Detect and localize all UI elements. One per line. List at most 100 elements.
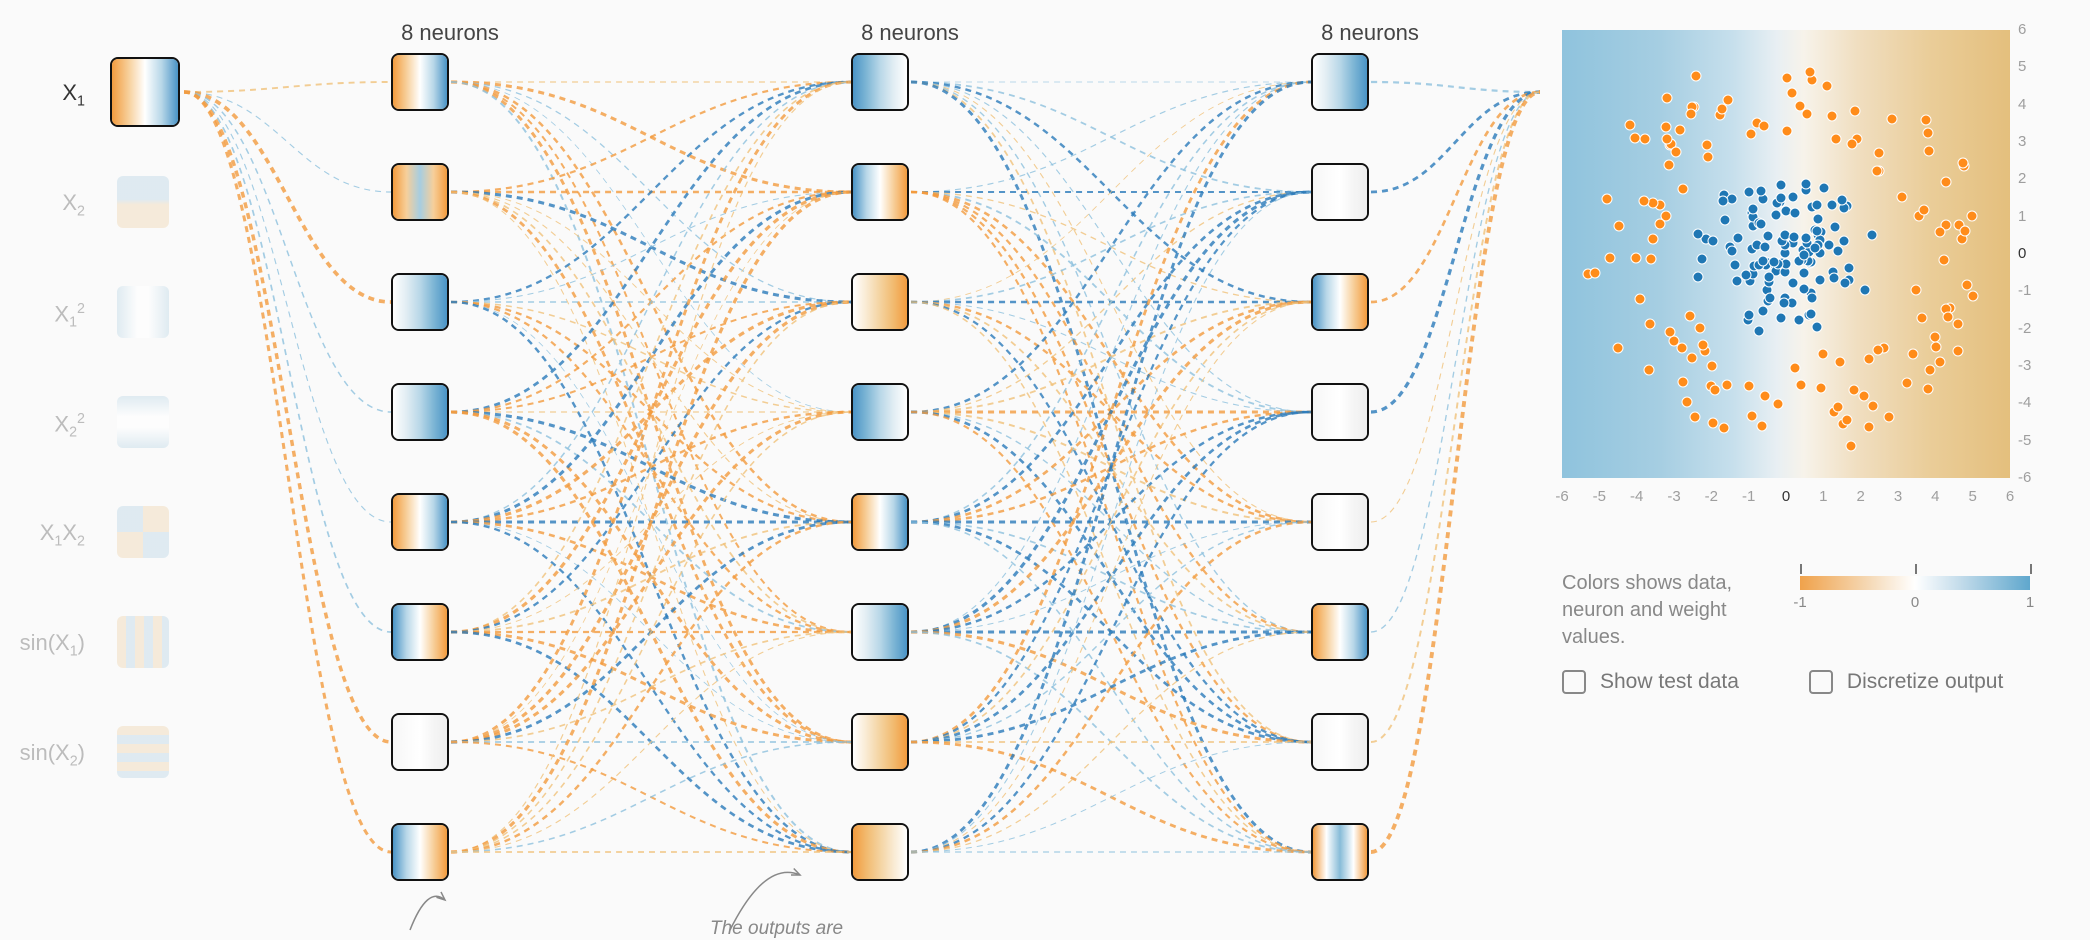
neuron-l1-n7[interactable] <box>851 823 909 881</box>
scatter-point <box>1943 311 1954 322</box>
legend-value: 0 <box>1900 594 1930 611</box>
scatter-point <box>1629 132 1640 143</box>
x-tick: -3 <box>1659 488 1689 505</box>
scatter-point <box>1916 312 1927 323</box>
neuron-l2-n6[interactable] <box>1311 713 1369 771</box>
scatter-point <box>1806 292 1817 303</box>
scatter-point <box>1759 120 1770 131</box>
legend-value: -1 <box>1785 594 1815 611</box>
neuron-l1-n0[interactable] <box>851 53 909 111</box>
neuron-l2-n5[interactable] <box>1311 603 1369 661</box>
scatter-point <box>1794 101 1805 112</box>
scatter-point <box>1772 398 1783 409</box>
neuron-l0-n6[interactable] <box>391 713 449 771</box>
scatter-point <box>1863 353 1874 364</box>
feature-label-sinx2[interactable]: sin(X2) <box>0 742 85 769</box>
scatter-point <box>1717 103 1728 114</box>
scatter-point <box>1696 253 1707 264</box>
scatter-point <box>1830 134 1841 145</box>
x-tick: -2 <box>1696 488 1726 505</box>
neuron-l1-n4[interactable] <box>851 493 909 551</box>
neuron-l1-n6[interactable] <box>851 713 909 771</box>
scatter-point <box>1789 208 1800 219</box>
scatter-point <box>1702 151 1713 162</box>
scatter-point <box>1844 263 1855 274</box>
feature-label-x1[interactable]: X1 <box>0 82 85 109</box>
neuron-l0-n3[interactable] <box>391 383 449 441</box>
scatter-point <box>1722 379 1733 390</box>
scatter-point <box>1819 183 1830 194</box>
neuron-l1-n2[interactable] <box>851 273 909 331</box>
scatter-point <box>1775 180 1786 191</box>
neuron-l1-n5[interactable] <box>851 603 909 661</box>
feature-label-x2sq[interactable]: X22 <box>0 412 85 440</box>
checkbox-discretize-output[interactable]: Discretize output <box>1809 670 2003 694</box>
neuron-l2-n0[interactable] <box>1311 53 1369 111</box>
scatter-point <box>1967 291 1978 302</box>
y-tick: -5 <box>2018 432 2048 449</box>
neuron-l2-n7[interactable] <box>1311 823 1369 881</box>
neuron-l1-n3[interactable] <box>851 383 909 441</box>
y-tick: -1 <box>2018 282 2048 299</box>
scatter-point <box>1677 184 1688 195</box>
scatter-point <box>1674 124 1685 135</box>
feature-thumb-x1sq[interactable] <box>117 286 169 338</box>
neuron-l0-n5[interactable] <box>391 603 449 661</box>
y-tick: 2 <box>2018 170 2048 187</box>
scatter-point <box>1866 229 1877 240</box>
scatter-point <box>1818 349 1829 360</box>
y-tick: -6 <box>2018 469 2048 486</box>
scatter-point <box>1630 253 1641 264</box>
scatter-point <box>1746 128 1757 139</box>
feature-thumb-x2[interactable] <box>117 176 169 228</box>
scatter-point <box>1829 273 1840 284</box>
scatter-point <box>1743 380 1754 391</box>
scatter-point <box>1697 339 1708 350</box>
output-scatter[interactable] <box>1562 30 2010 478</box>
neuron-l2-n4[interactable] <box>1311 493 1369 551</box>
feature-thumb-x2sq[interactable] <box>117 396 169 448</box>
scatter-point <box>1798 284 1809 295</box>
neuron-l0-n0[interactable] <box>391 53 449 111</box>
layer-header-2: 8 neurons <box>1290 20 1450 46</box>
checkbox-show-test-data[interactable]: Show test data <box>1562 670 1739 694</box>
neuron-l0-n7[interactable] <box>391 823 449 881</box>
scatter-point <box>1662 93 1673 104</box>
feature-label-x2[interactable]: X2 <box>0 192 85 219</box>
scatter-point <box>1693 271 1704 282</box>
scatter-point <box>1779 298 1790 309</box>
feature-node-x1[interactable] <box>110 57 180 127</box>
scatter-point <box>1811 321 1822 332</box>
scatter-point <box>1834 357 1845 368</box>
scatter-point <box>1743 187 1754 198</box>
feature-label-sinx1[interactable]: sin(X1) <box>0 632 85 659</box>
neuron-l0-n4[interactable] <box>391 493 449 551</box>
layer-header-0: 8 neurons <box>370 20 530 46</box>
scatter-point <box>1800 232 1811 243</box>
neuron-l2-n3[interactable] <box>1311 383 1369 441</box>
scatter-point <box>1939 255 1950 266</box>
feature-thumb-sinx1[interactable] <box>117 616 169 668</box>
neuron-l1-n1[interactable] <box>851 163 909 221</box>
scatter-point <box>1922 128 1933 139</box>
neuron-l2-n2[interactable] <box>1311 273 1369 331</box>
feature-thumb-sinx2[interactable] <box>117 726 169 778</box>
legend-value: 1 <box>2015 594 2045 611</box>
scatter-point <box>1764 272 1775 283</box>
scatter-point <box>1827 110 1838 121</box>
scatter-point <box>1934 356 1945 367</box>
neuron-l0-n1[interactable] <box>391 163 449 221</box>
scatter-point <box>1805 66 1816 77</box>
feature-thumb-x1x2[interactable] <box>117 506 169 558</box>
scatter-point <box>1693 228 1704 239</box>
scatter-point <box>1930 332 1941 343</box>
scatter-point <box>1907 348 1918 359</box>
feature-label-x1x2[interactable]: X1X2 <box>0 522 85 549</box>
x-tick: 0 <box>1771 488 1801 505</box>
scatter-point <box>1959 225 1970 236</box>
feature-label-x1sq[interactable]: X12 <box>0 302 85 330</box>
scatter-point <box>1655 219 1666 230</box>
neuron-l0-n2[interactable] <box>391 273 449 331</box>
neuron-l2-n1[interactable] <box>1311 163 1369 221</box>
scatter-point <box>1662 133 1673 144</box>
